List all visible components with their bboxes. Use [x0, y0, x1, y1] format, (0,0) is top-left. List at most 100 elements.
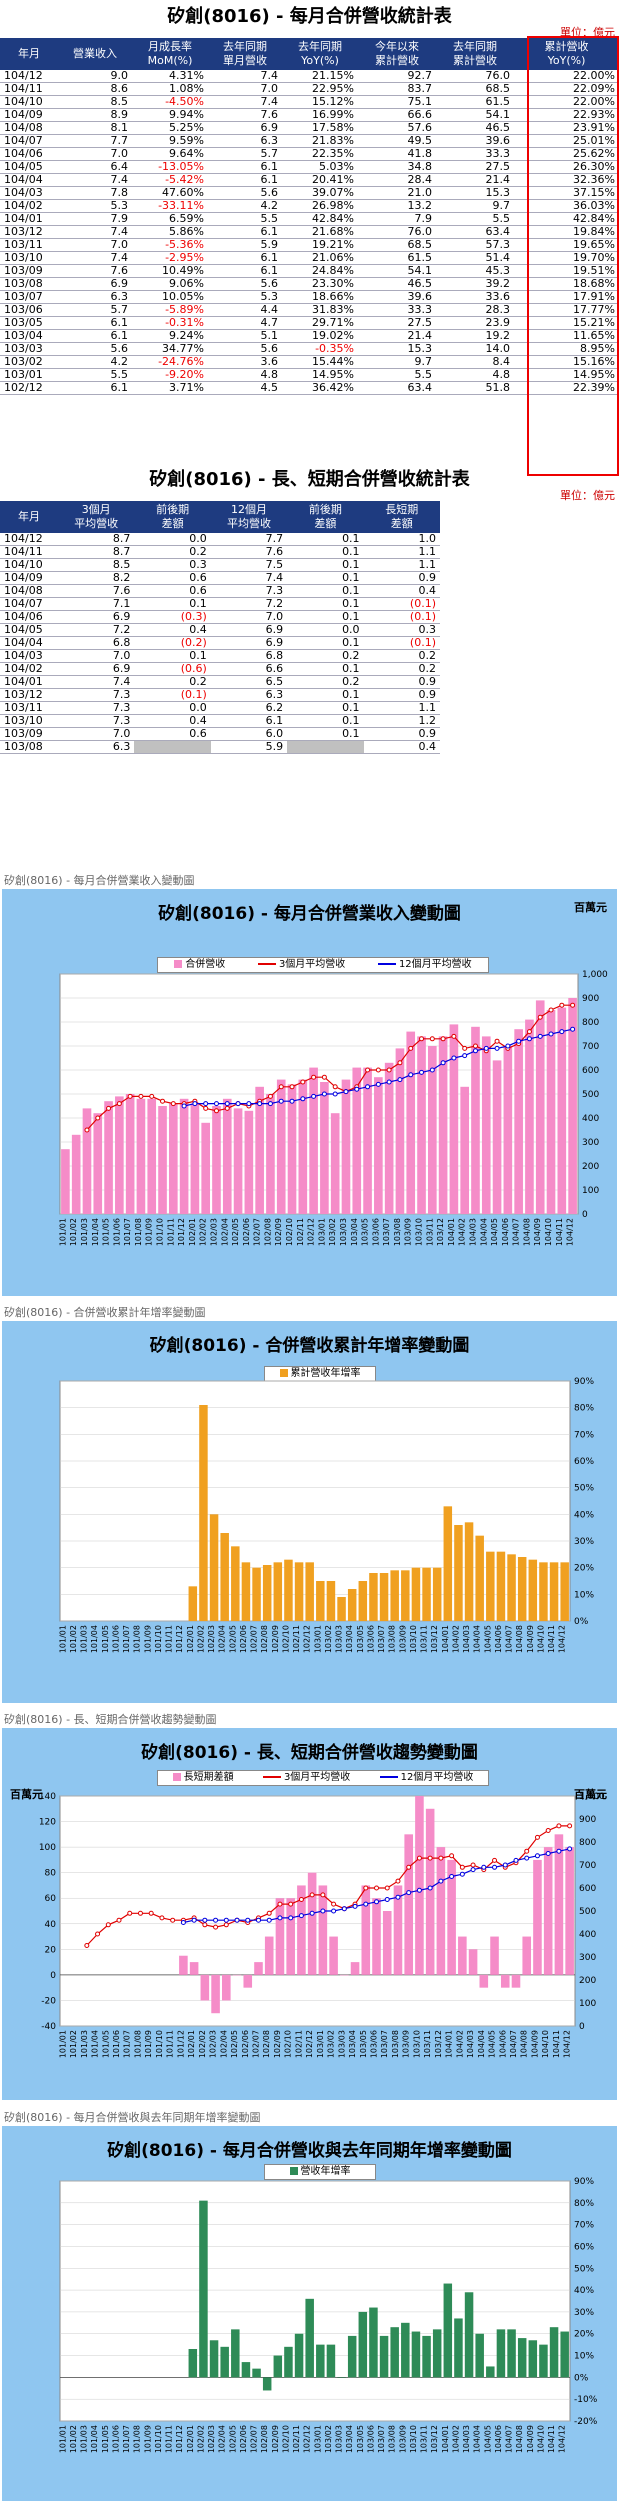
x-tick: 104/09: [533, 1218, 542, 1246]
x-tick: 103/04: [348, 2030, 357, 2058]
table1-header: 年月: [0, 38, 58, 70]
series-point: [365, 1067, 371, 1073]
table2-cell: 0.3: [134, 558, 211, 572]
x-tick: 101/02: [69, 2030, 78, 2058]
legend-label: 3個月平均營收: [278, 959, 346, 970]
table2-cell: 104/02: [0, 662, 58, 676]
series-point: [288, 1915, 294, 1921]
series-point: [309, 1892, 315, 1898]
table2-cell: 104/05: [0, 623, 58, 637]
y-tick-right: 900: [579, 1815, 596, 1825]
table2-row: 104/03 7.0 0.1 6.8 0.2 0.2: [0, 649, 440, 663]
x-tick: 104/10: [536, 2425, 545, 2453]
table1-cell: 75.1: [358, 95, 436, 109]
bar: [543, 1847, 553, 1975]
x-tick: 104/11: [552, 2030, 561, 2058]
x-tick: 103/09: [398, 2425, 407, 2453]
series-point: [257, 1101, 263, 1107]
table1-cell: -2.95%: [132, 251, 208, 265]
bar: [232, 1974, 242, 1976]
table1-cell: 5.6: [208, 186, 282, 200]
table1-row: 104/01 7.9 6.59% 5.5 42.84% 7.9 5.5 42.84%: [0, 212, 619, 226]
table2-row: 104/06 6.9 (0.3) 7.0 0.1 (0.1): [0, 610, 440, 624]
x-tick: 103/02: [327, 2030, 336, 2058]
x-tick: 103/03: [339, 1218, 348, 1246]
bar: [294, 2333, 304, 2378]
table1-cell: 47.60%: [132, 186, 208, 200]
bar: [305, 2298, 314, 2378]
x-tick: 104/05: [483, 2425, 492, 2453]
table1-row: 104/12 9.0 4.31% 7.4 21.15% 92.7 76.0 22.00%: [0, 70, 619, 83]
table1-cell: 76.0: [436, 70, 514, 83]
series-point: [374, 1899, 380, 1905]
x-tick: 104/10: [541, 2030, 550, 2058]
table2-cell: 7.3: [210, 584, 288, 598]
plot-area: [59, 1380, 571, 1622]
table1-cell: 61.5: [358, 251, 436, 265]
series-point: [427, 1885, 433, 1891]
bar: [471, 1026, 480, 1214]
bar: [427, 1046, 437, 1214]
x-tick: 102/12: [303, 1625, 312, 1653]
x-tick: 104/01: [445, 2030, 454, 2058]
series-point: [332, 1084, 338, 1090]
table1-cell: 10.49%: [132, 264, 208, 278]
x-tick: 101/12: [175, 1625, 184, 1653]
table2-header: 年月: [0, 501, 58, 533]
bar: [422, 1567, 431, 1621]
x-tick: 102/08: [260, 1625, 269, 1653]
table1-cell: 6.1: [208, 264, 282, 278]
table1-cell: 5.3: [208, 290, 282, 304]
table1-cell: -24.76%: [132, 355, 208, 369]
series-point: [213, 1108, 219, 1114]
long-short-revenue-table: 年月 3個月 平均營收 前後期 差額 12個月 平均營收 前後期 差額 長短期 差額 104/12 8…: [0, 501, 440, 754]
table2-cell: 1.1: [363, 558, 440, 572]
y-tick-left: 80: [45, 1869, 57, 1879]
y-tick-right: 40%: [574, 2286, 594, 2296]
legend-swatch: [377, 963, 396, 965]
x-tick: 102/05: [228, 1625, 237, 1653]
series-point: [526, 1029, 532, 1035]
table1-cell: 15.21%: [514, 316, 619, 330]
table1-cell: 23.9: [436, 316, 514, 330]
bar: [411, 1567, 421, 1621]
y-tick-right: 800: [582, 1018, 599, 1028]
bar: [168, 1103, 178, 1214]
table1-row: 104/06 7.0 9.64% 5.7 22.35% 41.8 33.3 25.62%: [0, 147, 619, 161]
series-point: [502, 1862, 508, 1868]
chart-legend: 合併營收 3個月平均營收 12個月平均營收: [157, 957, 489, 973]
table2-cell: 0.1: [287, 610, 364, 624]
series-point: [449, 1874, 455, 1879]
series-point: [556, 1848, 562, 1854]
bar: [475, 1535, 484, 1621]
legend-item: 合併營收: [174, 958, 225, 972]
y-tick-right: 0%: [574, 2373, 589, 2383]
table2-unit: 單位：億元: [560, 489, 615, 502]
table1-cell: 76.0: [358, 225, 436, 239]
series-point: [534, 1853, 540, 1859]
x-tick: 104/11: [547, 1625, 556, 1653]
x-tick: 102/11: [292, 1625, 301, 1653]
x-tick: 104/03: [466, 2030, 475, 2058]
y-tick-right: 800: [579, 1838, 596, 1848]
table1-row: 104/10 8.5 -4.50% 7.4 15.12% 75.1 61.5 22.00%: [0, 95, 619, 109]
chart-title: 矽創(8016) - 合併營收累計年增率變動圖: [149, 1336, 470, 1356]
series-point: [492, 1864, 498, 1870]
x-tick: 101/06: [111, 1625, 120, 1653]
table1-cell: 22.39%: [514, 381, 619, 395]
y-tick-right: 900: [582, 994, 599, 1004]
x-tick: 102/04: [220, 1218, 229, 1246]
table2-cell: 1.2: [363, 714, 440, 728]
bar: [496, 1551, 506, 1621]
table1-cell: 5.6: [208, 342, 282, 356]
bar: [490, 1936, 499, 1975]
bar: [535, 1000, 545, 1214]
table2-cell: 0.9: [363, 571, 440, 585]
x-tick: 104/06: [494, 2425, 503, 2453]
table2-cell: 104/11: [0, 545, 58, 559]
table1-cell: 18.68%: [514, 277, 619, 291]
y-tick-left: 40: [45, 1920, 57, 1930]
legend-item: 12個月平均營收: [377, 958, 472, 972]
table1-cell: 54.1: [358, 264, 436, 278]
x-tick: 102/06: [239, 2425, 248, 2453]
